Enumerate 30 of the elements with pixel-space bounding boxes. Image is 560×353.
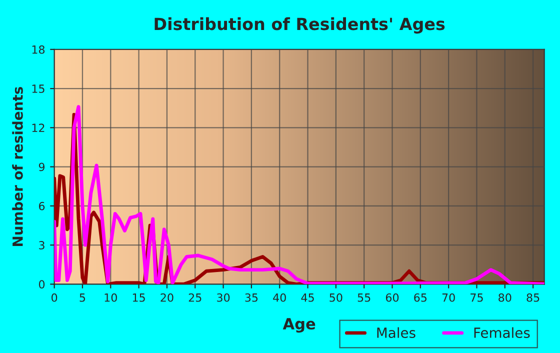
y-tick-label: 18 [32, 45, 45, 54]
x-tick-label: 0 [52, 293, 58, 302]
legend-label: Males [377, 327, 416, 338]
x-tick-label: 15 [132, 294, 145, 302]
x-tick-label: 80 [498, 293, 512, 302]
y-tick-label: 3 [39, 241, 44, 250]
x-tick-label: 20 [160, 293, 174, 302]
x-axis-title: Age [282, 318, 316, 333]
chart-title: Distribution of Residents' Ages [154, 17, 445, 34]
x-tick-label: 10 [104, 293, 117, 302]
y-tick-label: 9 [38, 162, 45, 172]
x-tick-label: 50 [330, 293, 342, 302]
x-tick-label: 70 [442, 293, 455, 302]
x-tick-label: 45 [301, 294, 314, 302]
x-tick-label: 55 [358, 294, 370, 302]
x-tick-label: 60 [386, 293, 399, 302]
y-tick-label: 15 [32, 84, 44, 93]
x-tick-label: 25 [188, 293, 202, 302]
x-tick-label: 5 [80, 294, 86, 302]
y-tick-label: 6 [39, 202, 45, 210]
x-tick-label: 40 [273, 293, 286, 302]
x-tick-label: 85 [526, 293, 540, 302]
x-tick-label: 75 [470, 294, 483, 302]
y-axis-title: Number of residents [12, 87, 23, 246]
x-tick-label: 65 [414, 293, 427, 302]
y-tick-label: 0 [38, 280, 45, 289]
x-tick-label: 30 [217, 293, 230, 302]
legend-label: Females [474, 327, 530, 338]
x-tick-label: 35 [245, 293, 258, 302]
y-tick-label: 12 [32, 124, 44, 132]
